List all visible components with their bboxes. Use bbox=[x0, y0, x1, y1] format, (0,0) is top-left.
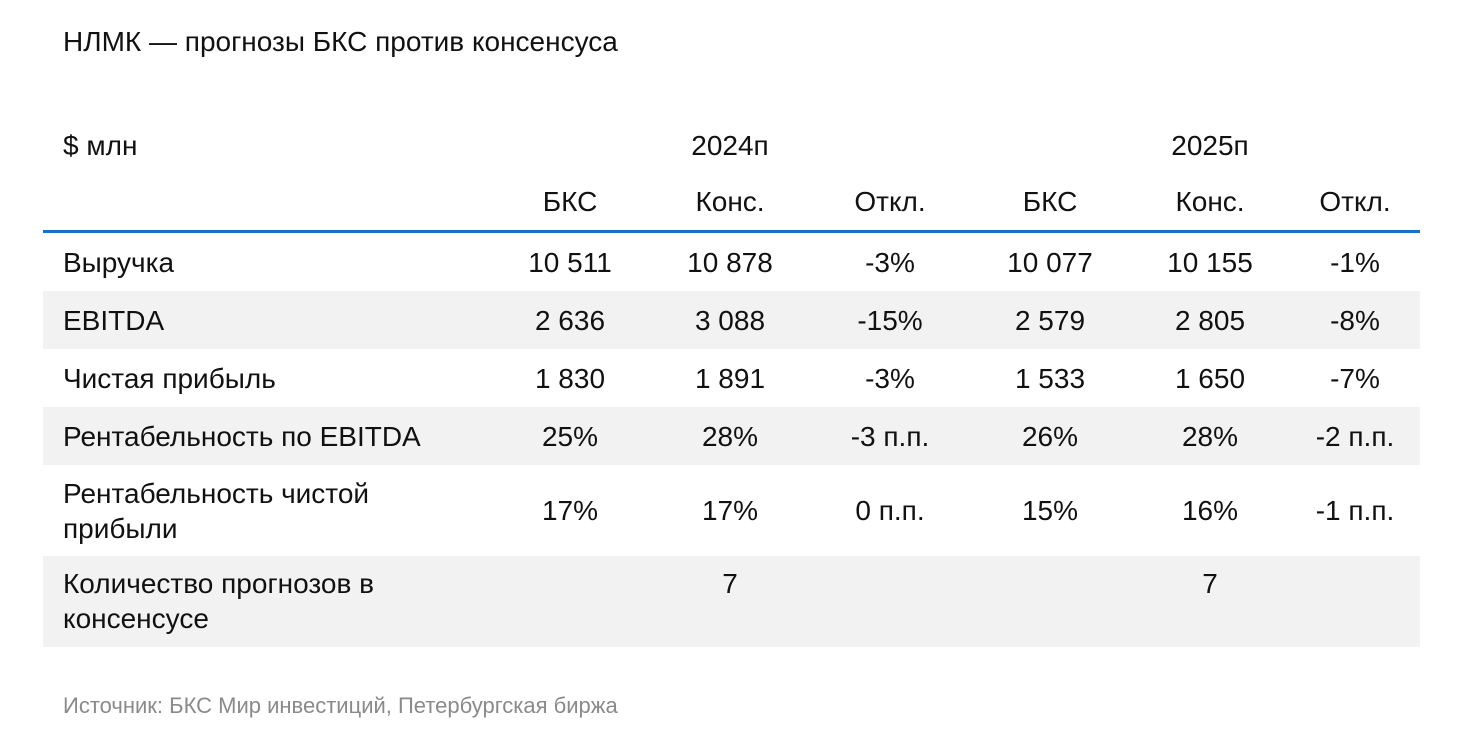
spacer bbox=[43, 172, 490, 233]
spacer bbox=[970, 556, 1130, 647]
unit: $ млн bbox=[63, 129, 138, 161]
header-row: $ млн 2024п 2025п bbox=[43, 118, 1420, 172]
year: 2025п bbox=[1171, 129, 1249, 161]
cell: -2 п.п. bbox=[1290, 407, 1420, 465]
table-row: Выручка 10 511 10 878 -3% 10 077 10 155 -1% bbox=[43, 232, 1420, 292]
subheader: БКС bbox=[490, 172, 650, 233]
cell: 28% bbox=[1130, 407, 1290, 465]
cell: 3 088 bbox=[650, 291, 810, 349]
cell: 10 878 bbox=[687, 246, 773, 278]
cell: -3 п.п. bbox=[810, 407, 970, 465]
cell: 2 579 bbox=[970, 291, 1130, 349]
cell: 16% bbox=[1181, 495, 1239, 526]
spacer bbox=[810, 556, 970, 647]
cell: 17% bbox=[541, 495, 599, 526]
forecast-table: $ млн 2024п 2025п БКС Конс. Откл. БКС Конс. Откл… bbox=[43, 118, 1420, 647]
cell: -7% bbox=[1330, 362, 1380, 394]
cell: 10 511 bbox=[528, 246, 612, 278]
count-cell: 7 bbox=[650, 556, 810, 647]
table-row: Чистая прибыль 1 830 1 891 -3% 1 533 1 650 -7% bbox=[43, 349, 1420, 407]
spacer bbox=[1290, 118, 1420, 172]
cell: 1 830 bbox=[534, 362, 606, 394]
cell: 2 636 bbox=[490, 291, 650, 349]
spacer bbox=[490, 118, 650, 172]
row-label: Рентабельность чистой прибыли bbox=[63, 477, 370, 544]
cell: 28% bbox=[650, 407, 810, 465]
table-row: Рентабельность чистой прибыли 17% 17% 0 п.п… bbox=[43, 465, 1420, 556]
cell: -1 п.п. bbox=[1315, 495, 1395, 526]
spacer bbox=[490, 556, 650, 647]
subheader: Откл. bbox=[810, 172, 970, 233]
cell: -15% bbox=[810, 291, 970, 349]
spacer bbox=[810, 118, 970, 172]
cell: 25% bbox=[490, 407, 650, 465]
count-cell: 7 bbox=[1130, 556, 1290, 647]
row-label: Рентабельность по EBITDA bbox=[43, 407, 490, 465]
cell: 10 155 bbox=[1167, 246, 1253, 278]
subheader: Конс. bbox=[1130, 172, 1290, 233]
cell: -3% bbox=[865, 246, 915, 278]
cell: 15% bbox=[1021, 495, 1079, 526]
title: НЛМК — прогнозы БКС против консенсуса bbox=[63, 26, 618, 57]
row-label: Выручка bbox=[63, 246, 175, 278]
subheader: Откл. bbox=[1290, 172, 1420, 233]
cell: 0 п.п. bbox=[855, 495, 925, 526]
cell: 1 891 bbox=[694, 362, 766, 394]
row-label: Чистая прибыль bbox=[63, 362, 276, 394]
cell: -3% bbox=[865, 362, 915, 394]
table-row: Количество прогнозов в консенсусе 7 7 bbox=[43, 556, 1420, 647]
table-row: EBITDA 2 636 3 088 -15% 2 579 2 805 -8% bbox=[43, 291, 1420, 349]
cell: -8% bbox=[1290, 291, 1420, 349]
cell: -1% bbox=[1330, 246, 1380, 278]
subheader-row: БКС Конс. Откл. БКС Конс. Откл. bbox=[43, 172, 1420, 233]
cell: 1 650 bbox=[1174, 362, 1246, 394]
cell: 17% bbox=[701, 495, 759, 526]
row-label: EBITDA bbox=[43, 291, 490, 349]
cell: 10 077 bbox=[1007, 246, 1093, 278]
cell: 2 805 bbox=[1130, 291, 1290, 349]
subheader: БКС bbox=[970, 172, 1130, 233]
year: 2024п bbox=[691, 129, 769, 161]
cell: 26% bbox=[970, 407, 1130, 465]
source: Источник: БКС Мир инвестиций, Петербургс… bbox=[63, 693, 618, 718]
spacer bbox=[970, 118, 1130, 172]
subheader: Конс. bbox=[650, 172, 810, 233]
cell: 1 533 bbox=[1014, 362, 1086, 394]
table-row: Рентабельность по EBITDA 25% 28% -3 п.п. 26%… bbox=[43, 407, 1420, 465]
spacer bbox=[1290, 556, 1420, 647]
row-label: Количество прогнозов в консенсусе bbox=[43, 556, 490, 647]
